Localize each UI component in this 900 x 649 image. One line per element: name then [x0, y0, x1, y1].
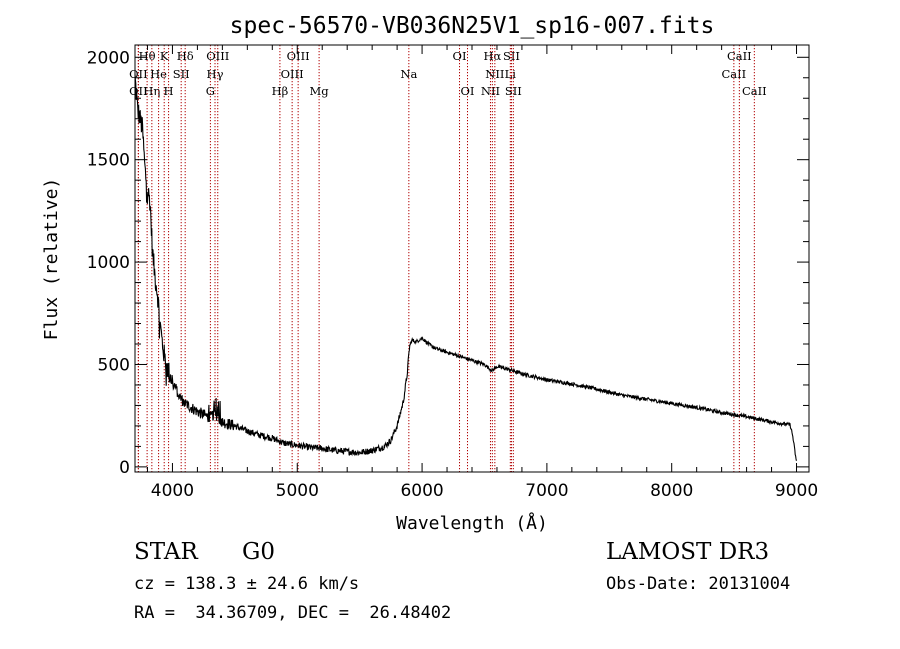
coordinates-text: RA = 34.36709, DEC = 26.48402 [134, 603, 452, 623]
line-label-23: SII [503, 49, 520, 63]
line-label-8: Hδ [177, 49, 194, 63]
y-axis-label: Flux (relative) [41, 178, 62, 341]
line-label-1: OII [129, 84, 148, 98]
emission-line-markers: OII OII Hθ Hη He K H SII Hδ G Hγ OIII Hβ OIII OIII Mg Na… [129, 45, 767, 472]
line-label-14: OIII [287, 49, 310, 63]
x-tick-label-5: 9000 [775, 481, 818, 501]
line-label-22: Li [505, 67, 517, 81]
line-label-27: CaII [742, 84, 767, 98]
x-tick-label-4: 8000 [650, 481, 693, 501]
line-label-21: NII [485, 67, 504, 81]
x-tick-label-0: 4000 [151, 481, 194, 501]
plot-frame [134, 44, 810, 473]
line-label-19: NII [481, 84, 500, 98]
line-label-3: Hη [143, 84, 160, 98]
chart-title: spec-56570-VB036N25V1_sp16-007.fits [230, 13, 715, 39]
line-label-10: Hγ [207, 67, 224, 81]
line-label-6: H [164, 84, 174, 98]
survey-name: LAMOST DR3 [606, 539, 770, 565]
x-tick-label-1: 5000 [276, 481, 319, 501]
spectrum-line [134, 74, 797, 461]
line-label-24: SII [505, 84, 522, 98]
line-label-15: Mg [310, 84, 330, 98]
axis-ticks: 4000 5000 6000 7000 8000 9000 0 500 1000 1500 2000 [87, 45, 818, 501]
y-tick-label-2: 1000 [87, 253, 130, 273]
line-label-11: OIII [206, 49, 229, 63]
x-tick-label-3: 7000 [525, 481, 568, 501]
y-tick-label-0: 0 [119, 458, 130, 478]
line-label-18: OI [461, 84, 475, 98]
line-label-26: CaII [727, 49, 752, 63]
object-class: STAR [134, 539, 198, 565]
y-tick-label-1: 500 [98, 355, 130, 375]
line-label-7: SII [173, 67, 190, 81]
line-label-16: Na [400, 67, 417, 81]
spectral-subclass: G0 [242, 539, 276, 565]
y-tick-label-3: 1500 [87, 151, 130, 171]
line-label-2: Hθ [139, 49, 156, 63]
line-label-13: OIII [281, 67, 304, 81]
x-tick-label-2: 6000 [400, 481, 443, 501]
line-label-25: CaII [721, 67, 746, 81]
redshift-text: cz = 138.3 ± 24.6 km/s [134, 574, 360, 594]
y-tick-label-4: 2000 [87, 48, 130, 68]
line-label-17: OI [453, 49, 467, 63]
line-label-12: Hβ [272, 84, 289, 98]
line-label-20: Hα [483, 49, 501, 63]
line-label-4: He [150, 67, 167, 81]
obs-date-text: Obs-Date: 20131004 [606, 574, 791, 594]
x-axis-label: Wavelength (Å) [396, 512, 548, 534]
line-label-5: K [160, 49, 169, 63]
line-label-0: OII [129, 67, 148, 81]
line-label-9: G [206, 84, 215, 98]
